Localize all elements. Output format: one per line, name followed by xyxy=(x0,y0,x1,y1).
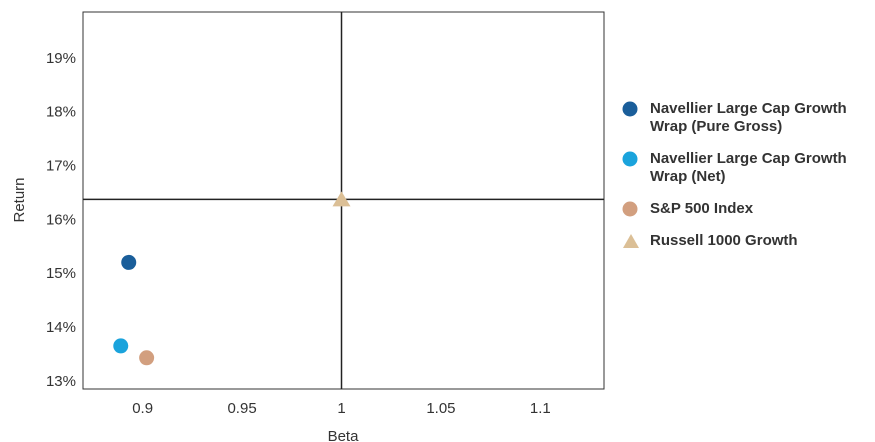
data-point xyxy=(139,350,155,366)
x-tick-label: 1 xyxy=(337,400,345,417)
x-axis-title: Beta xyxy=(328,428,360,442)
y-tick-label: 18% xyxy=(46,104,76,121)
y-tick-label: 16% xyxy=(46,211,76,228)
legend-item-net[interactable]: Navellier Large Cap Growth Wrap (Net) xyxy=(622,150,872,186)
legend-label: Navellier Large Cap Growth Wrap (Net) xyxy=(650,150,847,185)
y-tick-label: 15% xyxy=(46,265,76,282)
legend-label: Russell 1000 Growth xyxy=(650,232,798,249)
y-axis-title: Return xyxy=(11,177,28,222)
data-point xyxy=(121,254,137,270)
legend-marker-circle-icon xyxy=(622,101,638,117)
legend-marker-circle-icon xyxy=(622,201,638,217)
x-tick-label: 1.05 xyxy=(426,400,455,417)
x-tick-label: 1.1 xyxy=(530,400,551,417)
plot-area-frame xyxy=(82,11,605,390)
legend-label: Navellier Large Cap Growth Wrap (Pure Gr… xyxy=(650,100,847,135)
legend-label: S&P 500 Index xyxy=(650,200,754,217)
data-point xyxy=(113,338,129,354)
x-tick-label: 0.9 xyxy=(132,400,153,417)
y-tick-label: 19% xyxy=(46,50,76,67)
x-tick-label: 0.95 xyxy=(227,400,256,417)
x-axis-ticks: 0.9 0.95 1 1.05 1.1 xyxy=(132,400,551,417)
y-tick-label: 13% xyxy=(46,373,76,390)
data-point-triangle xyxy=(332,191,351,207)
chart-legend: Navellier Large Cap Growth Wrap (Pure Gr… xyxy=(622,100,872,264)
legend-item-russell-1000-growth[interactable]: Russell 1000 Growth xyxy=(622,232,872,250)
legend-item-pure-gross[interactable]: Navellier Large Cap Growth Wrap (Pure Gr… xyxy=(622,100,872,136)
data-points xyxy=(113,191,351,366)
legend-marker-circle-icon xyxy=(622,151,638,167)
y-tick-label: 14% xyxy=(46,319,76,336)
y-axis-ticks: 13% 14% 15% 16% 17% 18% 19% xyxy=(46,50,76,390)
legend-marker-triangle-icon xyxy=(622,233,639,249)
legend-item-sp500[interactable]: S&P 500 Index xyxy=(622,200,872,218)
y-tick-label: 17% xyxy=(46,157,76,174)
